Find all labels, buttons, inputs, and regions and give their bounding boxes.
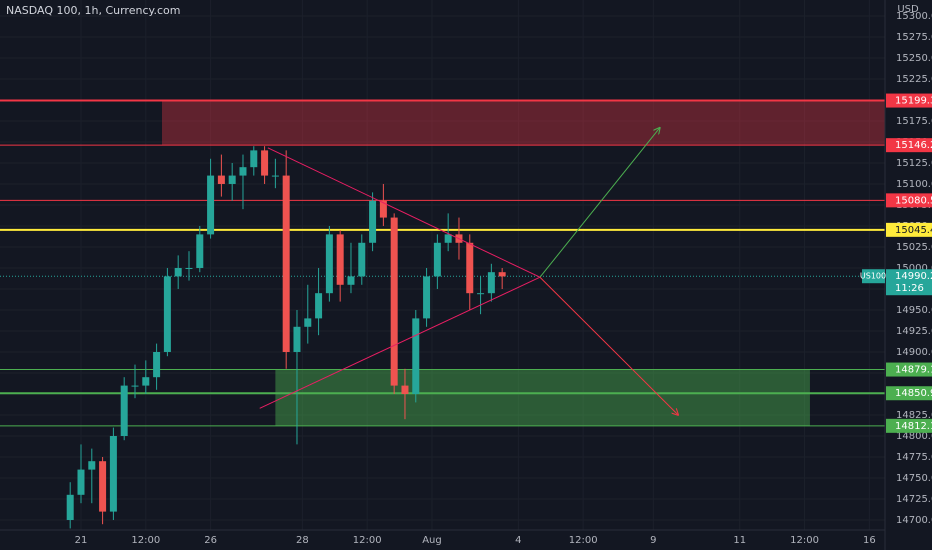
current-price-label: 14990.2	[895, 271, 932, 282]
countdown-label: 11:26	[895, 283, 924, 294]
y-tick-label: 14900.0	[896, 347, 932, 358]
candle-body	[315, 293, 323, 319]
symbol-badge	[862, 269, 885, 284]
candle-body	[77, 469, 85, 495]
candle-body	[99, 461, 107, 512]
x-tick-label: 4	[515, 535, 521, 546]
y-tick-label: 15225.0	[896, 74, 932, 85]
x-tick-label: Aug	[422, 535, 442, 546]
y-tick-label: 14925.0	[896, 326, 932, 337]
candle-body	[153, 351, 161, 378]
trend-line	[267, 147, 541, 278]
candle-body	[174, 267, 182, 277]
level-badge	[886, 386, 932, 401]
candle-body	[358, 242, 366, 277]
x-tick-label: 11	[733, 535, 746, 546]
candle-body	[196, 234, 204, 268]
y-tick-label: 15275.0	[896, 32, 932, 43]
candle-body	[487, 272, 495, 294]
candle-body	[444, 234, 452, 243]
x-tick-label: 26	[204, 535, 217, 546]
y-tick-label: 14825.0	[896, 410, 932, 421]
x-tick-label: 16	[863, 535, 876, 546]
arrow	[539, 128, 660, 278]
candle-body	[109, 436, 117, 512]
level-label: 15045.4	[895, 225, 932, 236]
candle-body	[163, 276, 171, 352]
y-tick-label: 14800.0	[896, 431, 932, 442]
y-tick-label: 14700.0	[896, 515, 932, 526]
candle-body	[66, 494, 74, 521]
candle-body	[207, 175, 215, 235]
y-tick-label: 14775.0	[896, 452, 932, 463]
y-tick-label: 15300.0	[896, 11, 932, 22]
y-tick-label: 14725.0	[896, 494, 932, 505]
level-label: 14850.9	[895, 388, 932, 399]
candle-body	[88, 461, 96, 470]
level-badge	[886, 418, 932, 433]
trend-line	[259, 276, 541, 409]
candle-body	[282, 175, 290, 352]
x-tick-label: 12:00	[353, 535, 382, 546]
candle-body	[185, 267, 193, 269]
chart-title: NASDAQ 100, 1h, Currency.com	[6, 4, 180, 17]
candle-body	[466, 242, 474, 294]
level-label: 14812.1	[895, 421, 932, 432]
candle-body	[271, 175, 279, 177]
candle-body	[379, 200, 387, 218]
x-tick-label: 9	[650, 535, 656, 546]
y-tick-label: 15025.0	[896, 242, 932, 253]
candle-body	[477, 293, 485, 295]
y-tick-label: 14750.0	[896, 473, 932, 484]
candle-body	[304, 318, 312, 327]
level-label: 15080.5	[895, 195, 932, 206]
candle-body	[498, 272, 506, 277]
candle-body	[131, 385, 139, 387]
candle-body	[120, 385, 128, 437]
candle-body	[433, 242, 441, 277]
level-label: 15146.2	[895, 140, 932, 151]
candle-body	[423, 276, 431, 319]
candle-body	[336, 234, 344, 285]
x-tick-label: 12:00	[131, 535, 160, 546]
price-badge	[886, 269, 932, 296]
level-badge	[886, 93, 932, 108]
level-badge	[886, 193, 932, 208]
level-badge	[886, 138, 932, 153]
x-tick-label: 28	[296, 535, 309, 546]
candle-body	[228, 175, 236, 184]
arrow	[539, 276, 678, 415]
currency-label: USD	[897, 4, 919, 15]
candle-body	[412, 318, 420, 394]
candle-body	[142, 377, 150, 386]
y-tick-label: 15100.0	[896, 179, 932, 190]
candle-body	[293, 326, 301, 352]
candle-body	[325, 234, 333, 294]
x-tick-label: 21	[75, 535, 88, 546]
y-tick-label: 15125.0	[896, 158, 932, 169]
candle-body	[347, 276, 355, 285]
x-tick-label: 12:00	[569, 535, 598, 546]
level-badge	[886, 362, 932, 377]
candle-body	[401, 385, 409, 394]
candle-body	[369, 200, 377, 243]
x-tick-label: 12:00	[790, 535, 819, 546]
y-tick-label: 15250.0	[896, 53, 932, 64]
level-badge	[886, 222, 932, 237]
candle-body	[390, 217, 398, 386]
y-tick-label: 14950.0	[896, 305, 932, 316]
candle-body	[217, 175, 225, 184]
zone	[161, 100, 885, 146]
y-tick-label: 15175.0	[896, 116, 932, 127]
level-label: 15199.3	[895, 96, 932, 107]
y-tick-label: 15000.0	[896, 263, 932, 274]
symbol-label: US100	[860, 272, 886, 281]
candle-body	[239, 167, 247, 176]
zone	[275, 369, 810, 426]
candle-body	[250, 150, 258, 168]
level-label: 14879.1	[895, 365, 932, 376]
candle-body	[261, 150, 269, 176]
